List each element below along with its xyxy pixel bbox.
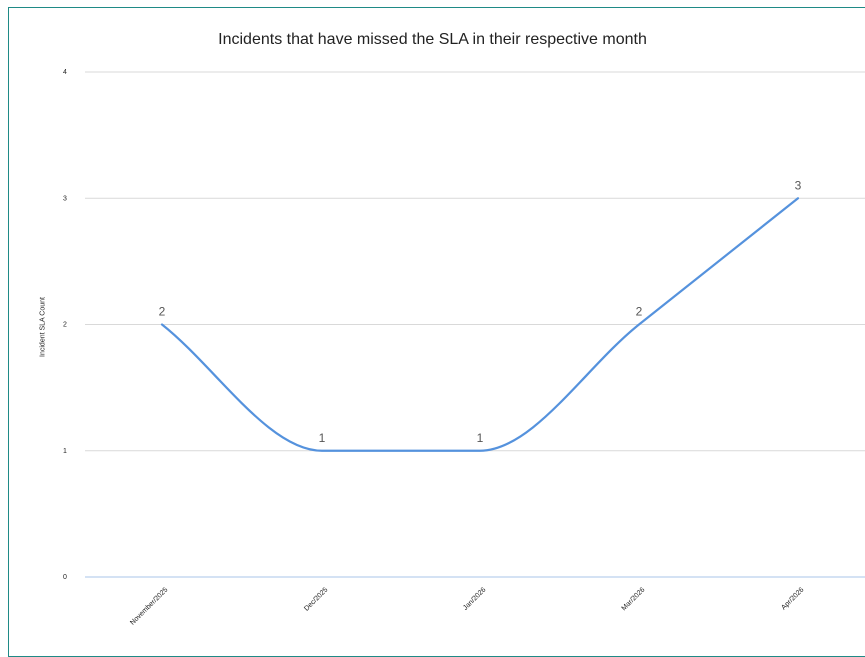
x-tick-label: Jan/2026 (462, 586, 487, 611)
data-label: 1 (319, 431, 326, 445)
x-tick-label: Apr/2026 (780, 586, 805, 611)
data-label: 2 (159, 305, 166, 319)
data-label: 3 (795, 178, 802, 192)
data-label: 2 (636, 305, 643, 319)
x-tick-label: Dec/2025 (303, 586, 329, 612)
y-tick-label: 1 (63, 448, 67, 455)
y-tick-labels: 0 1 2 3 4 (63, 69, 67, 581)
y-tick-label: 4 (63, 69, 67, 76)
series-lines (160, 197, 800, 452)
x-tick-label: Mar/2026 (621, 586, 647, 612)
x-tick-labels: November/2025 Dec/2025 Jan/2026 Mar/2026 Apr… (129, 586, 805, 626)
y-tick-label: 2 (63, 322, 67, 329)
data-label: 1 (477, 431, 484, 445)
chart-title: Incidents that have missed the SLA in th… (218, 31, 647, 48)
gridlines (85, 71, 865, 578)
series-line (160, 197, 800, 452)
y-tick-label: 3 (63, 195, 67, 202)
data-labels: 2 1 1 2 3 (159, 178, 802, 445)
y-tick-label: 0 (63, 574, 67, 581)
x-tick-label: November/2025 (129, 586, 169, 626)
